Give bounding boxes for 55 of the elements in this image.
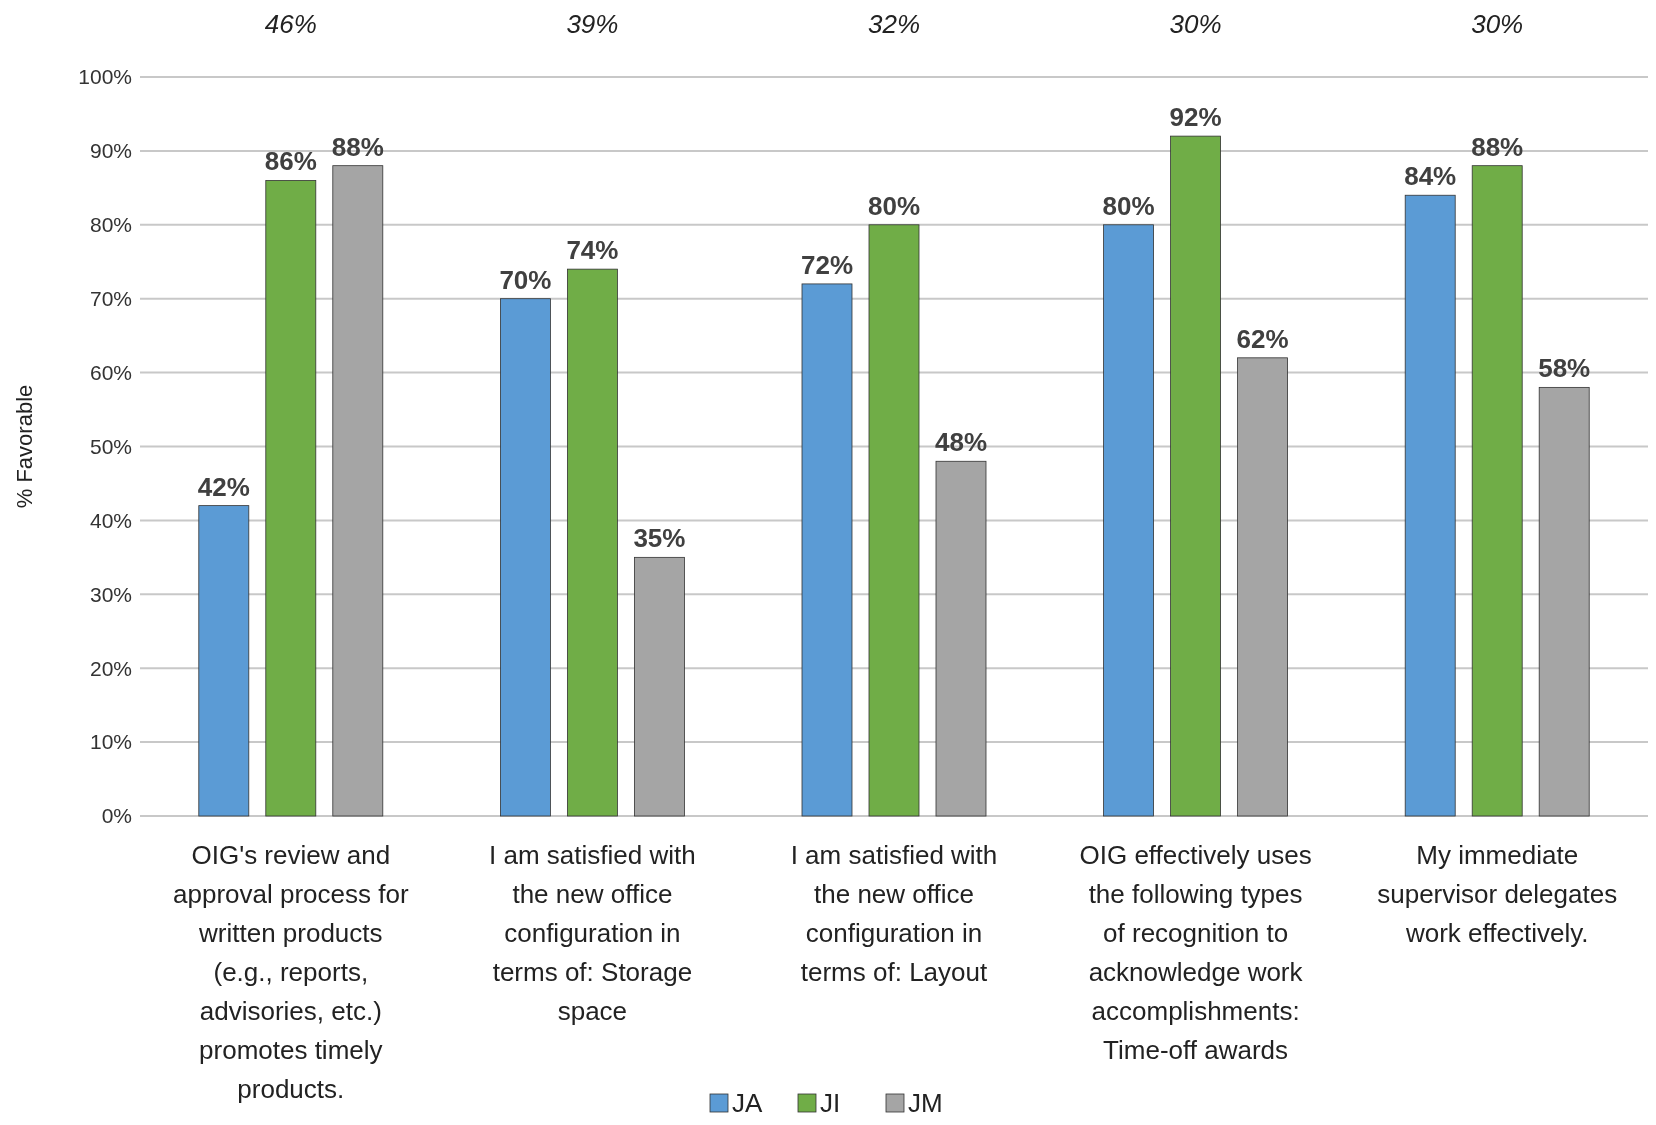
text: 74% xyxy=(566,235,619,266)
text: 48% xyxy=(934,427,988,458)
bar xyxy=(1538,386,1590,817)
text: 30% xyxy=(1471,9,1524,39)
text: 86% xyxy=(264,146,317,177)
y-tick-label: 30% xyxy=(89,582,132,606)
text: 92% xyxy=(1169,102,1222,133)
bar xyxy=(1471,165,1523,817)
text: 88% xyxy=(331,131,384,162)
y-tick-label: 100% xyxy=(78,65,132,89)
x-tick-label: My immediate supervisor delegates work effectively. xyxy=(1377,840,1618,948)
y-tick-label: 40% xyxy=(89,508,132,532)
legend-label: JI xyxy=(820,1088,841,1118)
y-tick-label: 60% xyxy=(89,360,132,384)
bar xyxy=(500,298,551,817)
text: 35% xyxy=(633,523,686,554)
text: 46% xyxy=(264,9,317,39)
bar xyxy=(332,165,384,817)
y-axis-title: % Favorable xyxy=(12,384,37,509)
text: 30% xyxy=(1169,9,1222,39)
text: 32% xyxy=(867,9,921,39)
bar xyxy=(1170,135,1221,817)
text: 62% xyxy=(1236,323,1289,354)
x-tick-label: OIG effectively uses the following types of recognition to acknowledge work accomplishments: Time-off awards xyxy=(1079,840,1312,1065)
x-tick-label: I am satisfied with the new office configuration in terms of: Storage space xyxy=(489,840,696,1026)
y-tick-label: 0% xyxy=(101,804,132,828)
bar xyxy=(634,556,685,817)
bar xyxy=(265,180,317,817)
text: 84% xyxy=(1404,161,1457,192)
bar xyxy=(935,460,987,817)
y-tick-label: 20% xyxy=(89,656,132,680)
bar xyxy=(1404,194,1456,817)
text: 88% xyxy=(1471,131,1524,162)
text: 39% xyxy=(566,9,619,39)
bar xyxy=(801,283,853,817)
bar xyxy=(868,224,920,817)
x-tick-label: OIG's review and approval process for written products (e.g., reports, advisories, etc.) promotes timely products. xyxy=(173,840,409,1104)
legend-label: JA xyxy=(732,1088,763,1118)
y-tick-label: 90% xyxy=(89,139,132,163)
text: 80% xyxy=(867,190,921,221)
text: 80% xyxy=(1102,190,1155,221)
bar xyxy=(1237,357,1288,817)
text: 58% xyxy=(1538,353,1591,384)
bar xyxy=(198,505,250,817)
y-tick-label: 10% xyxy=(89,730,132,754)
y-tick-label: 80% xyxy=(89,213,132,237)
text: 70% xyxy=(499,264,552,295)
x-tick-label: I am satisfied with the new office configuration in terms of: Layout xyxy=(790,840,998,987)
bar xyxy=(567,268,618,817)
text: 42% xyxy=(197,471,250,502)
legend-label: JM xyxy=(908,1088,943,1118)
y-tick-label: 70% xyxy=(89,287,132,311)
y-tick-label: 50% xyxy=(89,434,132,458)
text: 72% xyxy=(800,249,854,280)
bar xyxy=(1103,224,1154,817)
